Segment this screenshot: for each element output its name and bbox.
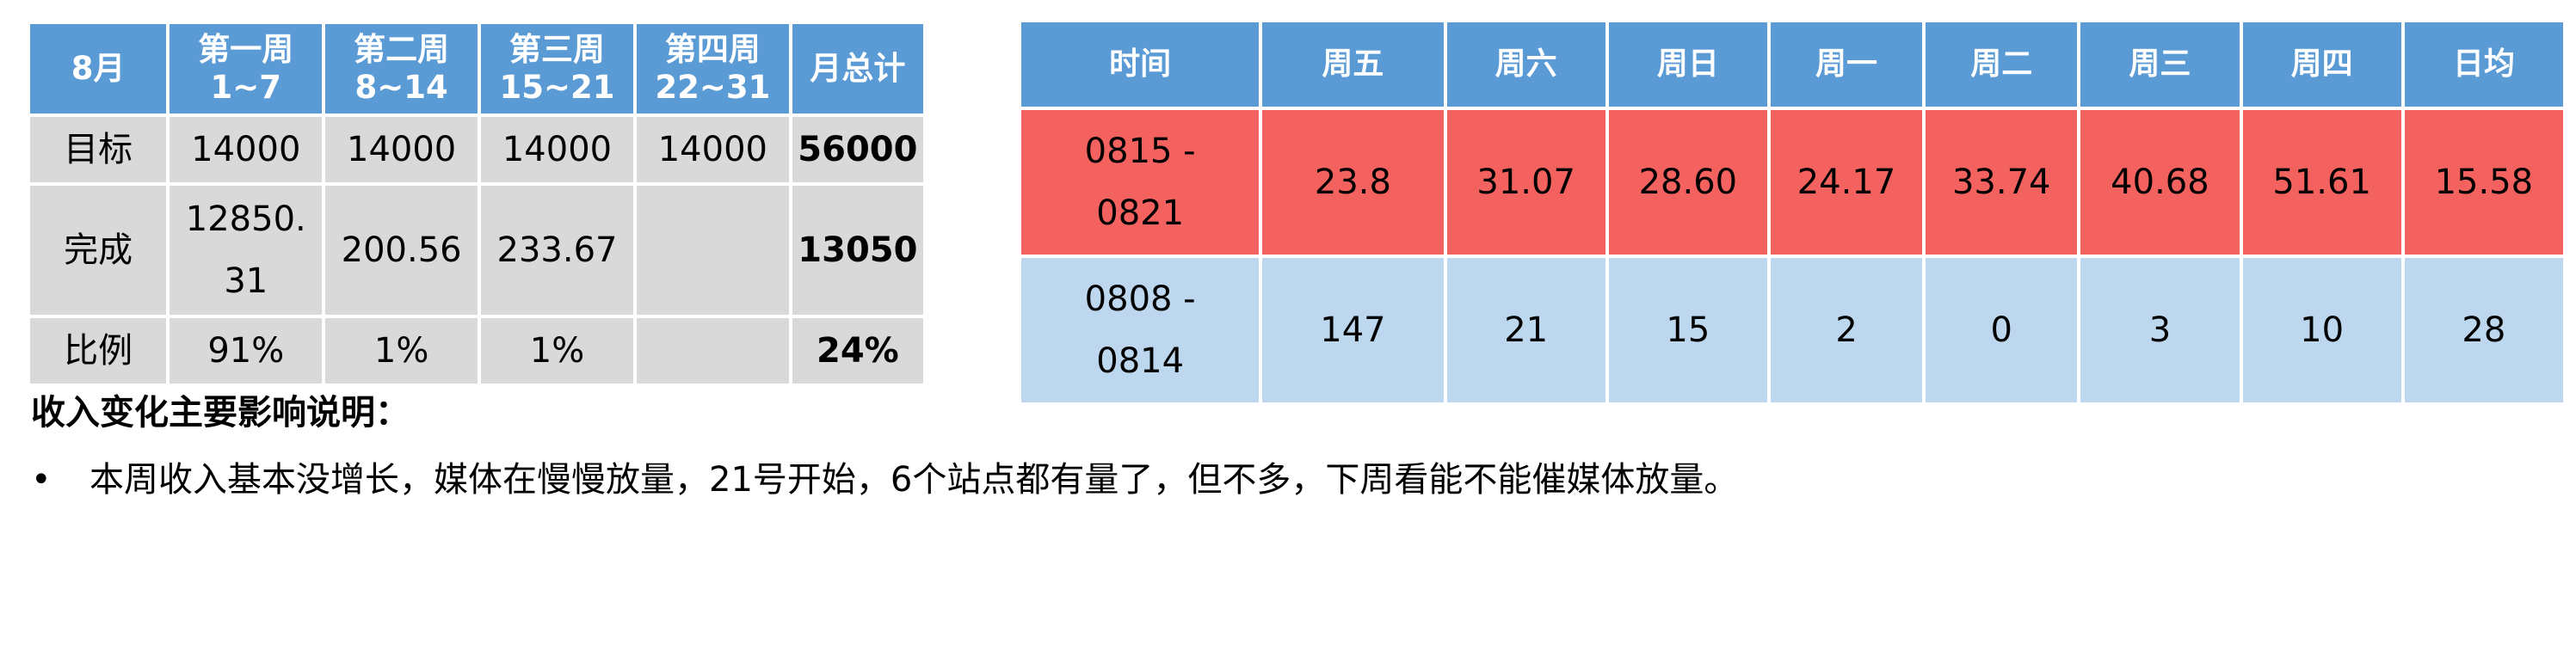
table-cell: 23.8 xyxy=(1262,110,1444,255)
table-cell: 14000 xyxy=(636,117,789,182)
table-cell: 15 xyxy=(1608,258,1767,402)
total-cell: 13050 xyxy=(792,186,923,315)
table-cell: 14000 xyxy=(169,117,323,182)
table-row-current-week: 0815 - 0821 23.8 31.07 28.60 24.17 33.74… xyxy=(1021,110,2563,255)
table-cell: 31.07 xyxy=(1446,110,1605,255)
table-row-ratio: 比例 91% 1% 1% 24% xyxy=(30,318,923,384)
table-cell: 0 xyxy=(1926,258,2078,402)
table-header-row: 时间 周五 周六 周日 周一 周二 周三 周四 日均 xyxy=(1021,22,2563,107)
table-cell xyxy=(636,186,789,315)
table-cell: 40.68 xyxy=(2080,110,2240,255)
table-cell: 91% xyxy=(169,318,323,384)
table-cell: 24.17 xyxy=(1770,110,1923,255)
bullet-icon: • xyxy=(31,460,52,500)
table-cell: 147 xyxy=(1262,258,1444,402)
table-cell: 33.74 xyxy=(1926,110,2078,255)
header-month: 8月 xyxy=(30,24,167,114)
table-cell: 51.61 xyxy=(2242,110,2401,255)
header-month-total: 月总计 xyxy=(792,24,923,114)
list-item: • 本周收入基本没增长，媒体在慢慢放量，21号开始，6个站点都有量了，但不多，下… xyxy=(31,456,1738,504)
table-cell: 1% xyxy=(481,318,633,384)
header-friday: 周五 xyxy=(1262,22,1444,107)
header-thursday: 周四 xyxy=(2242,22,2401,107)
weekly-comparison-table: 时间 周五 周六 周日 周一 周二 周三 周四 日均 0815 - 0821 2… xyxy=(1018,19,2567,406)
header-week-4: 第四周 22~31 xyxy=(636,24,789,114)
header-week-1: 第一周 1~7 xyxy=(169,24,323,114)
table-cell: 3 xyxy=(2080,258,2240,402)
table-cell: 200.56 xyxy=(325,186,478,315)
table-cell: 21 xyxy=(1446,258,1605,402)
header-wednesday: 周三 xyxy=(2080,22,2240,107)
table-cell: 1% xyxy=(325,318,478,384)
table-cell: 14000 xyxy=(325,117,478,182)
date-range-cell: 0815 - 0821 xyxy=(1021,110,1260,255)
table-header-row: 8月 第一周 1~7 第二周 8~14 第三周 15~21 第四周 22~31 月总计 xyxy=(30,24,923,114)
monthly-target-table: 8月 第一周 1~7 第二周 8~14 第三周 15~21 第四周 22~31 月总计 … xyxy=(27,21,927,387)
header-monday: 周一 xyxy=(1770,22,1923,107)
table-cell xyxy=(636,318,789,384)
table-cell: 12850.31 xyxy=(169,186,323,315)
header-tuesday: 周二 xyxy=(1926,22,2078,107)
table-row-previous-week: 0808 - 0814 147 21 15 2 0 3 10 28 xyxy=(1021,258,2563,402)
note-text: 本周收入基本没增长，媒体在慢慢放量，21号开始，6个站点都有量了，但不多，下周看… xyxy=(89,460,1739,500)
row-label: 目标 xyxy=(30,117,167,182)
table-cell: 233.67 xyxy=(481,186,633,315)
notes-title: 收入变化主要影响说明： xyxy=(31,393,410,433)
table-cell: 15.58 xyxy=(2404,110,2563,255)
notes-list: • 本周收入基本没增长，媒体在慢慢放量，21号开始，6个站点都有量了，但不多，下… xyxy=(31,456,1738,504)
header-daily-average: 日均 xyxy=(2404,22,2563,107)
table-row-target: 目标 14000 14000 14000 14000 56000 xyxy=(30,117,923,182)
table-cell: 10 xyxy=(2242,258,2401,402)
header-time: 时间 xyxy=(1021,22,1260,107)
row-label: 完成 xyxy=(30,186,167,315)
table-cell: 14000 xyxy=(481,117,633,182)
date-range-cell: 0808 - 0814 xyxy=(1021,258,1260,402)
header-week-2: 第二周 8~14 xyxy=(325,24,478,114)
total-cell: 56000 xyxy=(792,117,923,182)
table-cell: 2 xyxy=(1770,258,1923,402)
total-cell: 24% xyxy=(792,318,923,384)
header-sunday: 周日 xyxy=(1608,22,1767,107)
header-saturday: 周六 xyxy=(1446,22,1605,107)
table-cell: 28 xyxy=(2404,258,2563,402)
table-row-completed: 完成 12850.31 200.56 233.67 13050 xyxy=(30,186,923,315)
table-cell: 28.60 xyxy=(1608,110,1767,255)
row-label: 比例 xyxy=(30,318,167,384)
header-week-3: 第三周 15~21 xyxy=(481,24,633,114)
